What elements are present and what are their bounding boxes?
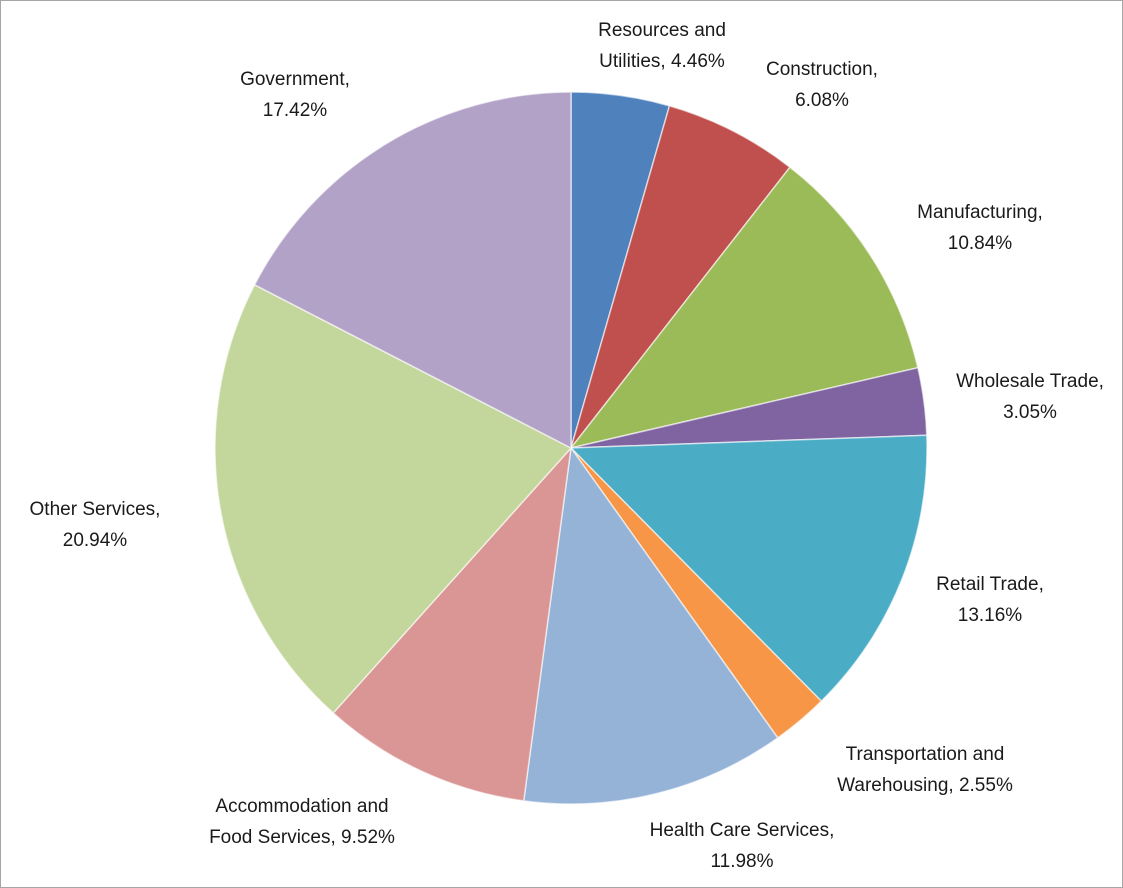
pie-slice: [570, 104, 791, 449]
data-label: Manufacturing, 10.84%: [917, 202, 1043, 254]
data-label: Retail Trade, 13.16%: [936, 574, 1044, 626]
data-label: Health Care Services, 11.98%: [649, 820, 835, 872]
pie-slice: [332, 445, 573, 802]
data-label: Government, 17.42%: [240, 69, 350, 121]
data-label: Accommodation and Food Services, 9.52%: [209, 796, 395, 848]
pie-slice: [569, 166, 919, 450]
data-label: Construction, 6.08%: [766, 59, 878, 111]
data-label: Transportation and Warehousing, 2.55%: [837, 744, 1013, 796]
data-label: Other Services, 20.94%: [29, 499, 161, 551]
data-label: Wholesale Trade, 3.05%: [956, 371, 1104, 423]
pie-slice: [522, 446, 779, 805]
pie-slice: [253, 91, 572, 450]
pie-slice: [214, 283, 573, 715]
pie-slice: [569, 434, 928, 703]
data-label: Resources and Utilities, 4.46%: [598, 20, 726, 72]
